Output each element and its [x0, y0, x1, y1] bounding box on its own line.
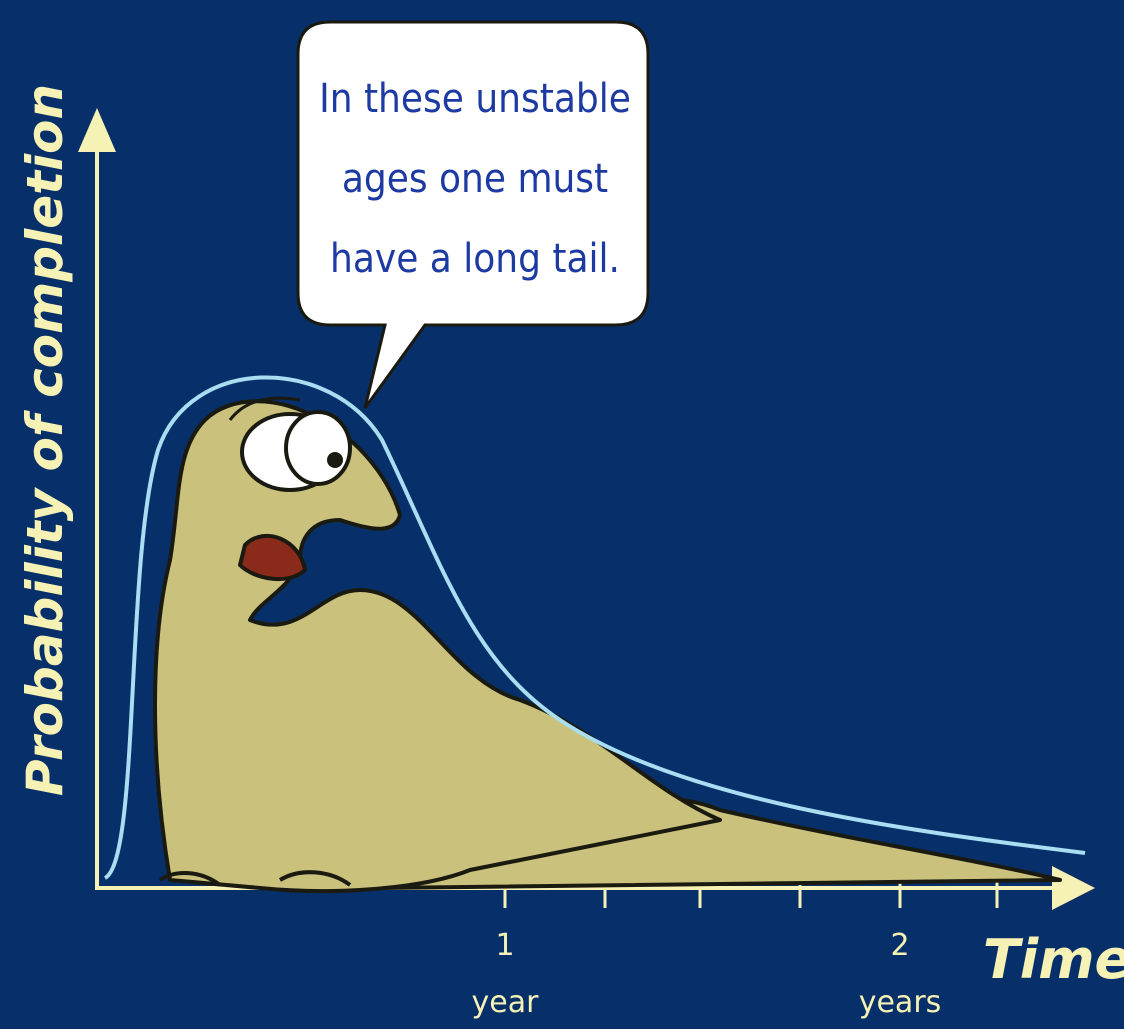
dinosaur-mouth [238, 533, 307, 582]
x-axis-label: Time [983, 928, 1124, 991]
dinosaur-brow [228, 396, 301, 421]
dinosaur [153, 399, 1062, 893]
tick-unit: years [859, 985, 942, 1020]
tick-unit: year [472, 985, 540, 1020]
tick-number: 2 [890, 928, 909, 963]
tick-number: 1 [495, 928, 514, 963]
bubble-line: In these unstable [319, 76, 631, 122]
y-axis-arrow [78, 108, 116, 152]
dinosaur-eye-right [284, 410, 352, 486]
speech-bubble [296, 20, 650, 409]
distribution-curve [103, 375, 1086, 880]
dinosaur-pupil [327, 452, 343, 468]
dinosaur-feet [158, 870, 352, 887]
bubble-line: ages one must [342, 156, 608, 202]
bubble-line: have a long tail. [330, 236, 620, 282]
x-axis-arrow [1052, 866, 1095, 910]
y-axis-label: Probability of completion [16, 84, 74, 796]
